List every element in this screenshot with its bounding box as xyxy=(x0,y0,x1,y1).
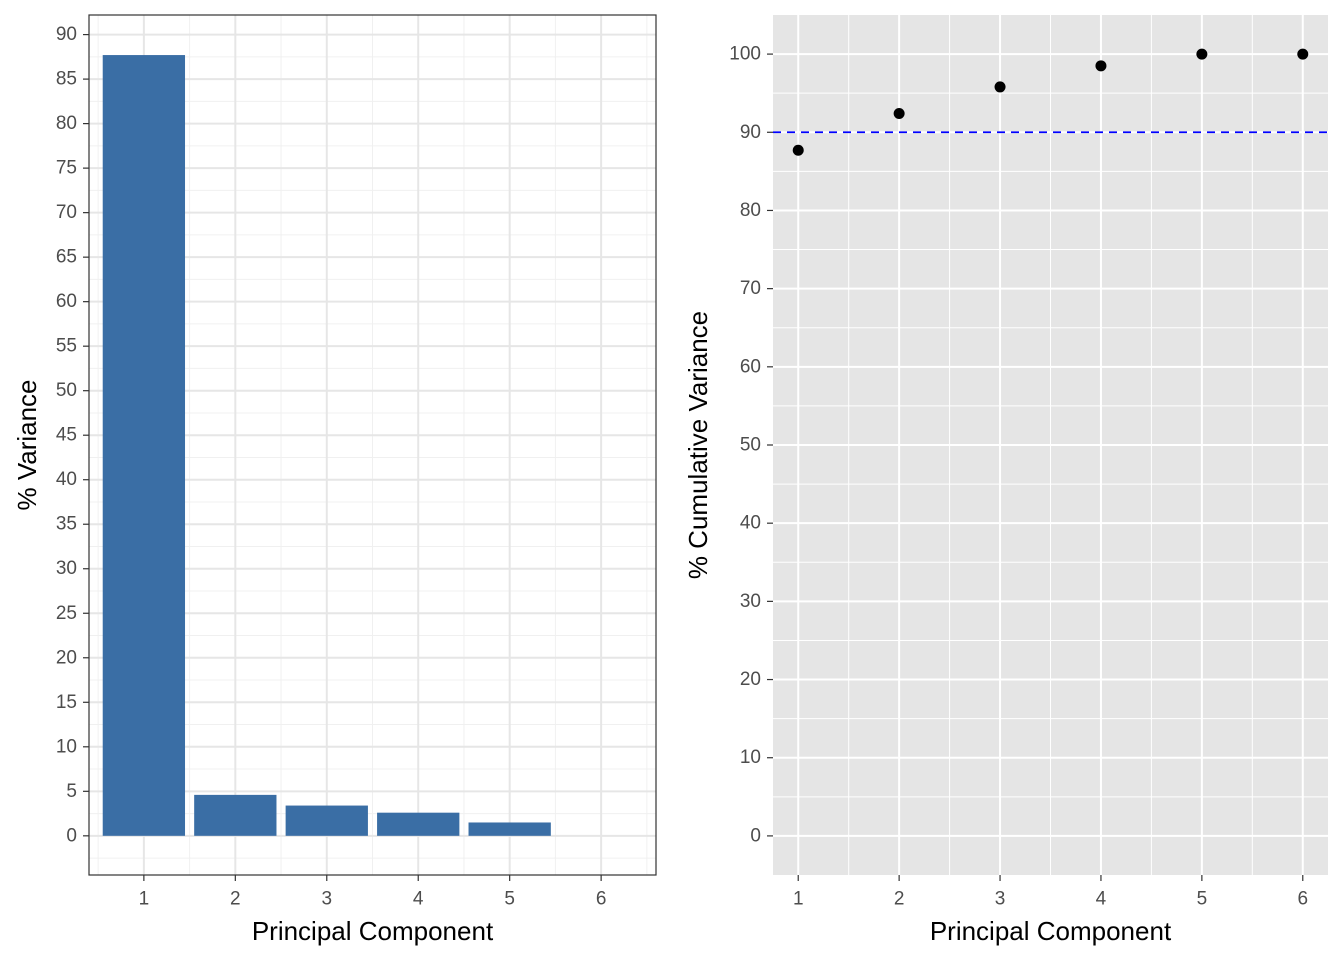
point-pc-2 xyxy=(893,108,905,120)
bar-y-tick-label: 70 xyxy=(56,202,77,223)
bar-pc-2 xyxy=(194,794,277,836)
bar-x-tick-label: 3 xyxy=(321,889,332,910)
scatter-series xyxy=(792,48,1309,156)
scatter-y-tick-label: 0 xyxy=(750,825,761,846)
bar-pc-5 xyxy=(468,822,551,836)
bar-series xyxy=(102,55,551,836)
bar-x-tick-label: 2 xyxy=(230,889,241,910)
scatter-x-axis-title: Principal Component xyxy=(930,916,1172,946)
bar-y-tick-label: 75 xyxy=(56,158,77,179)
scatter-y-tick-label: 50 xyxy=(740,435,761,456)
bar-y-tick-label: 55 xyxy=(56,336,77,357)
scatter-x-tick-label: 3 xyxy=(995,889,1006,910)
scatter-y-axis-title: % Cumulative Variance xyxy=(683,311,713,579)
bar-y-tick-label: 60 xyxy=(56,291,77,312)
scatter-y-tick-label: 60 xyxy=(740,356,761,377)
scatter-y-tick-label: 90 xyxy=(740,122,761,143)
bar-y-tick-label: 85 xyxy=(56,69,77,90)
scatter-panel-grid xyxy=(773,15,1328,875)
scatter-y-tick-label: 100 xyxy=(729,44,761,65)
bar-y-tick-label: 5 xyxy=(66,781,77,802)
scatter-x-tick-label: 6 xyxy=(1297,889,1308,910)
bar-panel-border xyxy=(88,14,657,876)
point-pc-5 xyxy=(1196,48,1208,60)
point-pc-6 xyxy=(1297,48,1309,60)
bar-x-tick-label: 4 xyxy=(413,889,424,910)
bar-pc-3 xyxy=(285,805,368,836)
scatter-y-axis: 0 10 20 30 40 50 60 70 80 90 100 xyxy=(729,44,773,846)
bar-y-tick-label: 40 xyxy=(56,469,77,490)
bar-y-tick-label: 45 xyxy=(56,425,77,446)
bar-y-tick-label: 90 xyxy=(56,24,77,45)
bar-y-tick-label: 20 xyxy=(56,647,77,668)
scatter-y-tick-label: 70 xyxy=(740,278,761,299)
bar-x-axis-title: Principal Component xyxy=(252,916,494,946)
bar-y-axis: 0 5 10 15 20 25 30 35 40 45 50 55 60 65 70 75 80 85 90 xyxy=(56,24,89,846)
bar-x-tick-label: 6 xyxy=(596,889,607,910)
bar-pc-4 xyxy=(377,812,460,836)
cumulative-variance-chart: 0 10 20 30 40 50 60 70 80 90 100 1 2 3 4 5 6 Principal … xyxy=(683,15,1328,946)
bar-y-tick-label: 50 xyxy=(56,380,77,401)
scatter-x-tick-label: 2 xyxy=(894,889,905,910)
bar-y-tick-label: 25 xyxy=(56,603,77,624)
scatter-x-tick-label: 5 xyxy=(1197,889,1208,910)
bar-y-tick-label: 35 xyxy=(56,514,77,535)
bar-pc-1 xyxy=(102,55,186,836)
point-pc-1 xyxy=(792,144,804,156)
scatter-y-tick-label: 80 xyxy=(740,200,761,221)
bar-y-tick-label: 15 xyxy=(56,692,77,713)
bar-y-axis-title: % Variance xyxy=(12,379,42,510)
scatter-y-tick-label: 40 xyxy=(740,513,761,534)
bar-y-tick-label: 0 xyxy=(66,825,77,846)
scatter-y-tick-label: 10 xyxy=(740,747,761,768)
bar-x-tick-label: 1 xyxy=(139,889,150,910)
bar-x-tick-label: 5 xyxy=(504,889,515,910)
scatter-y-tick-label: 30 xyxy=(740,591,761,612)
scatter-x-axis: 1 2 3 4 5 6 xyxy=(793,875,1308,910)
point-pc-4 xyxy=(1095,60,1107,72)
bar-y-tick-label: 80 xyxy=(56,113,77,134)
bar-y-tick-label: 65 xyxy=(56,247,77,268)
bar-x-axis: 1 2 3 4 5 6 xyxy=(139,875,607,910)
bar-y-tick-label: 30 xyxy=(56,558,77,579)
scatter-y-tick-label: 20 xyxy=(740,669,761,690)
point-pc-3 xyxy=(994,81,1006,93)
bar-y-tick-label: 10 xyxy=(56,736,77,757)
scatter-x-tick-label: 1 xyxy=(793,889,804,910)
scatter-x-tick-label: 4 xyxy=(1096,889,1107,910)
